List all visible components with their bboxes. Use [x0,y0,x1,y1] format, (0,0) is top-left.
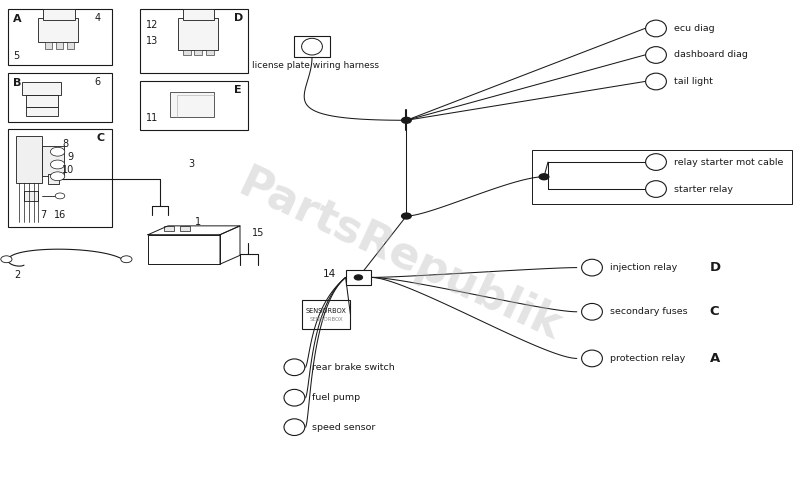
Bar [43,9,75,20]
Circle shape [1,256,12,263]
Bar [183,9,214,20]
Bar [45,42,52,49]
Ellipse shape [582,303,602,320]
Bar [194,50,202,55]
Text: 15: 15 [252,228,264,238]
Bar [48,174,59,184]
Circle shape [55,193,65,199]
Bar [26,107,58,116]
Text: E: E [234,85,242,95]
Text: 12: 12 [146,20,158,29]
Ellipse shape [302,38,322,55]
Bar [56,42,63,49]
Bar [170,92,214,117]
Circle shape [402,213,411,219]
Bar [8,129,112,227]
Text: relay starter mot cable: relay starter mot cable [674,158,783,166]
Circle shape [121,256,132,263]
Text: protection relay: protection relay [610,354,685,363]
Text: tail light: tail light [674,77,713,86]
Bar [346,270,371,285]
Text: 16: 16 [54,210,66,220]
Text: secondary fuses: secondary fuses [610,307,687,316]
Text: SENSORBOX: SENSORBOX [306,308,347,314]
Bar [8,73,112,122]
Bar [42,146,64,176]
Ellipse shape [284,389,305,406]
Text: 11: 11 [146,113,158,123]
Bar [67,42,74,49]
Text: C: C [710,305,719,318]
Circle shape [50,160,65,169]
Ellipse shape [646,47,666,63]
Bar [22,82,61,95]
Ellipse shape [646,20,666,37]
Ellipse shape [646,154,666,170]
Circle shape [50,172,65,181]
Text: 8: 8 [62,139,69,149]
Text: A: A [13,14,22,24]
Text: injection relay: injection relay [610,263,677,272]
Bar [24,191,38,201]
Text: 6: 6 [94,77,101,86]
Text: 7: 7 [40,210,46,220]
Text: D: D [234,13,243,23]
Circle shape [50,147,65,156]
Ellipse shape [582,259,602,276]
Text: SENSORBOX: SENSORBOX [310,317,343,322]
Text: 13: 13 [146,36,158,46]
Bar [164,226,174,231]
Ellipse shape [582,350,602,367]
Text: 5: 5 [13,52,19,61]
Ellipse shape [284,359,305,376]
Circle shape [402,117,411,123]
Text: dashboard diag: dashboard diag [674,51,747,59]
Bar [26,95,58,107]
Text: 9: 9 [67,152,74,162]
Bar [38,18,78,42]
Text: D: D [710,261,721,274]
Bar [180,226,190,231]
Text: B: B [13,78,21,87]
Bar [206,50,214,55]
Text: ecu diag: ecu diag [674,24,714,33]
Bar [148,235,220,264]
Text: 1: 1 [195,218,202,227]
Bar [532,150,792,204]
Bar [140,81,248,130]
Text: 3: 3 [188,160,194,169]
Bar [8,9,112,65]
Text: license plate wiring harness: license plate wiring harness [252,61,379,70]
Bar [294,36,330,57]
Ellipse shape [284,419,305,436]
Text: A: A [710,352,720,365]
Text: 4: 4 [94,13,101,23]
Text: speed sensor: speed sensor [312,423,375,432]
Text: 14: 14 [322,269,336,278]
Text: fuel pump: fuel pump [312,393,360,402]
Bar [178,18,218,50]
Ellipse shape [646,181,666,197]
Circle shape [354,275,362,280]
Bar [140,9,248,73]
Ellipse shape [646,73,666,90]
Bar [16,136,42,183]
Bar [183,50,191,55]
Text: PartsRepublik: PartsRepublik [232,162,568,349]
Bar [302,300,350,329]
Text: C: C [96,133,104,142]
Text: starter relay: starter relay [674,185,733,193]
Text: 10: 10 [62,165,74,175]
Text: rear brake switch: rear brake switch [312,363,394,372]
Text: 2: 2 [14,270,21,280]
Circle shape [539,174,549,180]
